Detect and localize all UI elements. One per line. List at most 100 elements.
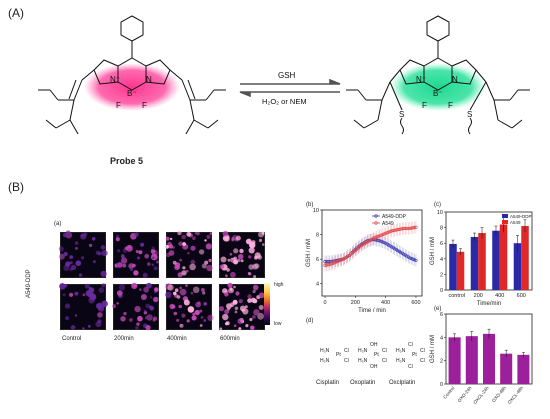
chart-b-legend-label: A549 <box>382 221 394 227</box>
svg-text:Pt: Pt <box>374 352 379 358</box>
probe5-structure <box>38 15 226 135</box>
chart-c-xlabel: Time/min <box>477 301 501 307</box>
f-label-right-1: F <box>422 101 427 110</box>
col-label-600min: 600min <box>220 336 240 342</box>
svg-text:Cl: Cl <box>408 364 413 370</box>
chart-b-point-1 <box>399 227 403 231</box>
chart-b-legend-marker <box>374 221 378 225</box>
chart-c-frame <box>445 211 533 291</box>
svg-text:OH: OH <box>370 364 378 370</box>
chart-c-legend-swatch <box>502 220 508 224</box>
f-label-left-1: F <box>116 101 121 110</box>
chart-b-point-1 <box>393 228 397 232</box>
svg-text:Cl: Cl <box>408 342 413 348</box>
col-label-control: Control <box>62 336 82 342</box>
chart-b-point-1 <box>397 227 401 231</box>
chart-b-point-1 <box>403 226 407 231</box>
chart-b-point-0 <box>412 258 417 262</box>
chart-b-legend-label: A549-DDP <box>382 214 407 220</box>
chart-c-ylabel: GSH / mM <box>430 237 436 265</box>
chart-b-point-1 <box>382 232 386 236</box>
chart-b-xtick-label: 0 <box>323 300 326 306</box>
chart-c-bar <box>456 251 465 290</box>
chart-b-point-1 <box>394 228 398 232</box>
chart-b-point-0 <box>382 240 386 245</box>
chart-b-point-1 <box>402 226 406 231</box>
chart-b-ytick-label: 4 <box>316 282 319 288</box>
svg-text:Pt: Pt <box>336 352 341 358</box>
chart-b-point-1 <box>387 230 391 234</box>
chart-b-point-1 <box>385 231 389 235</box>
chart-b-point-1 <box>371 236 376 240</box>
chart-b-point-1 <box>409 226 413 230</box>
f-label-right-2: F <box>448 101 453 110</box>
colorbar <box>264 283 270 325</box>
chart-b-point-1 <box>400 227 404 231</box>
s-label-right: S <box>467 110 472 119</box>
microscopy-tile <box>165 230 213 278</box>
svg-text:Cl: Cl <box>382 348 387 354</box>
chart-e-bar <box>517 354 530 384</box>
chart-b-point-1 <box>323 263 327 267</box>
chart-b-point-1 <box>373 236 377 240</box>
chart-b-point-1 <box>388 229 392 234</box>
chart-b-panel-label: (b) <box>306 202 314 208</box>
chemistry-scheme: N⁺ N B⁻ F F GSH H₂O₂ or NEM <box>38 15 530 135</box>
chart-e-bar <box>465 336 478 384</box>
chart-b-point-1 <box>324 263 329 267</box>
chart-b-point-1 <box>331 261 335 266</box>
chart-c-bar <box>449 243 457 290</box>
chart-b-xtick-label: 400 <box>381 300 390 306</box>
chart-b-point-1 <box>374 235 379 239</box>
probe-label: Probe 5 <box>110 156 144 166</box>
chart-c-bar <box>470 236 479 290</box>
panel-a-label: (A) <box>8 6 24 20</box>
chart-b-point-1 <box>379 233 383 237</box>
chart-b-xlabel: Time / min <box>358 308 386 314</box>
svg-text:Cl: Cl <box>420 358 425 364</box>
chart-c-bar <box>478 233 486 290</box>
chart-c-xtick-label: control <box>448 293 465 299</box>
microscopy-tile <box>58 230 108 278</box>
chart-e-ytick-label: 4 <box>440 335 443 341</box>
chart-e-bar <box>482 333 496 384</box>
chart-b-point-0 <box>409 256 413 261</box>
svg-text:Cl: Cl <box>382 358 387 364</box>
chart-e-ytick-label: 2 <box>440 359 443 365</box>
drug-name-oxoplatin: Oxoplatin <box>350 380 376 386</box>
svg-text:H₃N: H₃N <box>358 358 368 364</box>
chart-b-point-0 <box>411 257 415 261</box>
chart-b-ylabel: GSH / mM <box>306 239 312 267</box>
chart-e-ylabel: GSH / mM <box>430 335 436 363</box>
microscopy-tile <box>59 283 108 330</box>
microscopy-tile <box>219 230 265 279</box>
chart-b-point-1 <box>405 226 409 231</box>
f-label-left-2: F <box>142 101 147 110</box>
chart-b-ytick-label: 8 <box>316 233 319 239</box>
green-glow <box>390 63 486 111</box>
svg-text:H₃N: H₃N <box>396 348 406 354</box>
colorbar-high-label: high <box>274 282 284 288</box>
chart-e-ytick-label: 0 <box>440 382 443 388</box>
chart-b-point-1 <box>335 260 339 264</box>
svg-text:H₃N: H₃N <box>320 348 330 354</box>
svg-text:H₃N: H₃N <box>320 358 330 364</box>
b-minus-label-right: B⁻ <box>433 89 443 98</box>
chart-b-point-0 <box>414 258 418 262</box>
chart-b-point-0 <box>408 256 412 260</box>
drug-name-cisplatin: Cisplatin <box>316 380 340 386</box>
chart-c-legend-label: A549 <box>510 220 521 225</box>
chart-c-legend-label: A549-DDP <box>510 214 532 219</box>
n-label: N <box>146 75 152 84</box>
chart-b-point-1 <box>327 262 332 266</box>
svg-text:H₃N: H₃N <box>396 358 406 364</box>
chart-c-ytick-label: 10 <box>437 210 443 216</box>
pink-glow <box>84 63 180 111</box>
n-label-right: N <box>452 75 458 84</box>
chart-b-point-1 <box>408 226 412 231</box>
chart-c-xtick-label: 200 <box>474 293 483 299</box>
microscopy-tile <box>219 282 265 331</box>
